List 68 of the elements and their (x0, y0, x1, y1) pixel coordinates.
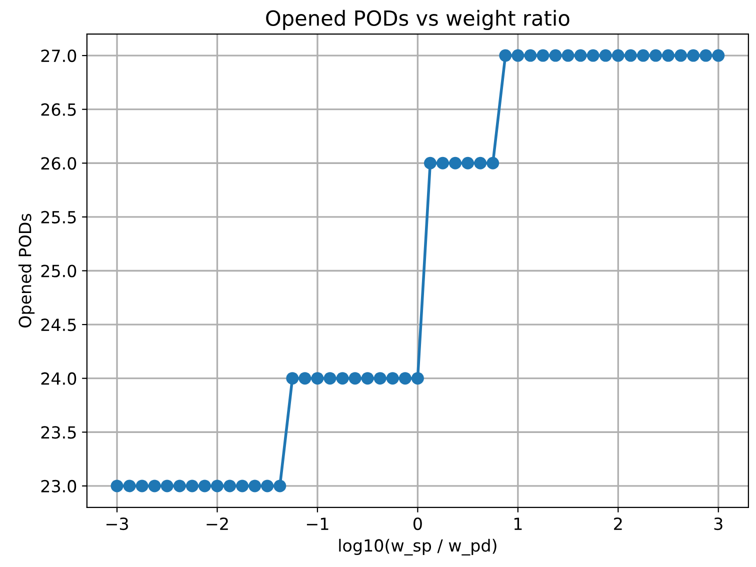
point (210, 480, 224, 492)
point (612, 49, 624, 62)
point (436, 156, 449, 170)
point (636, 49, 650, 62)
point (474, 156, 487, 170)
point (298, 372, 312, 385)
x-tick-label: 0 (413, 517, 422, 530)
point (386, 372, 399, 385)
y-tick-label: 23.0 (41, 480, 76, 493)
point (499, 49, 512, 62)
point (700, 49, 712, 62)
point (649, 49, 662, 62)
y-tick-label: 23.5 (41, 426, 76, 439)
y-tick-label: 25.0 (41, 264, 76, 278)
point (136, 480, 148, 492)
point (248, 480, 262, 492)
point (624, 49, 637, 62)
x-axis-title: log10(w_sp / w_pd) (339, 538, 496, 556)
point (110, 480, 124, 492)
point (586, 49, 600, 62)
point (562, 49, 574, 62)
y-tick-label: 25.5 (41, 210, 76, 224)
point (236, 480, 249, 492)
x-tick-label: −2 (206, 517, 228, 530)
y-tick-label: 24.5 (41, 318, 76, 332)
point (524, 49, 537, 62)
point (411, 372, 424, 385)
point (173, 480, 186, 492)
point (123, 480, 136, 492)
x-tick-label: 1 (514, 518, 522, 530)
point (311, 372, 324, 385)
point (186, 480, 198, 492)
point (148, 480, 161, 492)
y-axis-title: Opened PODs (18, 214, 35, 328)
point (374, 372, 386, 385)
x-tick-label: −3 (106, 517, 128, 530)
point (160, 480, 174, 492)
point (261, 480, 274, 492)
point (574, 49, 587, 62)
point (674, 49, 688, 62)
y-tick-label: 26.0 (41, 157, 76, 170)
point (599, 49, 612, 62)
point (449, 156, 462, 170)
point (549, 49, 562, 62)
point (324, 372, 336, 385)
y-tick-label: 27.0 (41, 50, 76, 62)
point (336, 372, 349, 385)
point (512, 49, 524, 62)
point (662, 49, 675, 62)
x-tick-label: −1 (306, 518, 328, 530)
point (224, 480, 236, 492)
x-tick-label: 2 (614, 517, 622, 530)
point (486, 156, 500, 170)
point (198, 480, 211, 492)
y-tick-label: 26.5 (41, 103, 76, 116)
x-tick-label: 3 (714, 517, 722, 530)
point (536, 49, 550, 62)
point (712, 49, 725, 62)
point (398, 372, 412, 385)
y-tick-label: 24.0 (41, 372, 76, 385)
point (462, 156, 474, 170)
point (348, 372, 362, 385)
point (687, 49, 700, 62)
point (424, 156, 436, 170)
chart-title: Opened PODs vs weight ratio (266, 10, 570, 30)
point (286, 372, 299, 385)
point (274, 480, 286, 492)
point (361, 372, 374, 385)
